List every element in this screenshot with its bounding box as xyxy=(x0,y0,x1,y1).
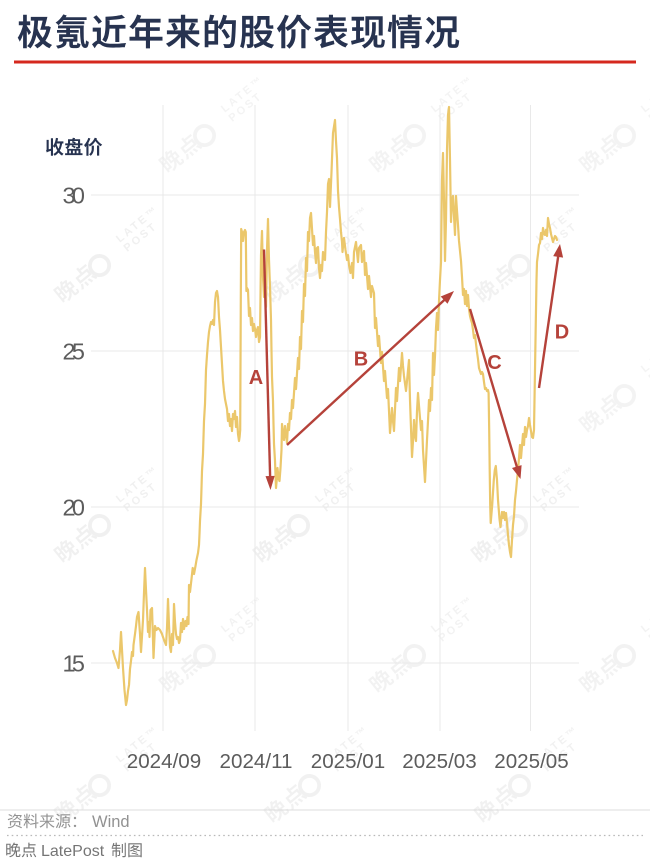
svg-text:B: B xyxy=(354,349,368,371)
svg-text:2024/11: 2024/11 xyxy=(220,750,293,773)
svg-text:20: 20 xyxy=(63,495,86,521)
svg-text:2024/09: 2024/09 xyxy=(127,750,201,773)
svg-text:A: A xyxy=(249,367,263,389)
svg-text:LatePost: LatePost xyxy=(41,843,105,860)
svg-text:D: D xyxy=(555,322,569,344)
svg-text:2025/01: 2025/01 xyxy=(311,750,385,773)
svg-text:2025/03: 2025/03 xyxy=(402,750,476,773)
svg-text:25: 25 xyxy=(63,339,86,365)
svg-text:30: 30 xyxy=(63,183,86,209)
svg-text:C: C xyxy=(487,352,501,374)
svg-text:Wind: Wind xyxy=(92,813,130,831)
svg-text:15: 15 xyxy=(63,651,86,677)
svg-text:2025/05: 2025/05 xyxy=(494,750,568,773)
